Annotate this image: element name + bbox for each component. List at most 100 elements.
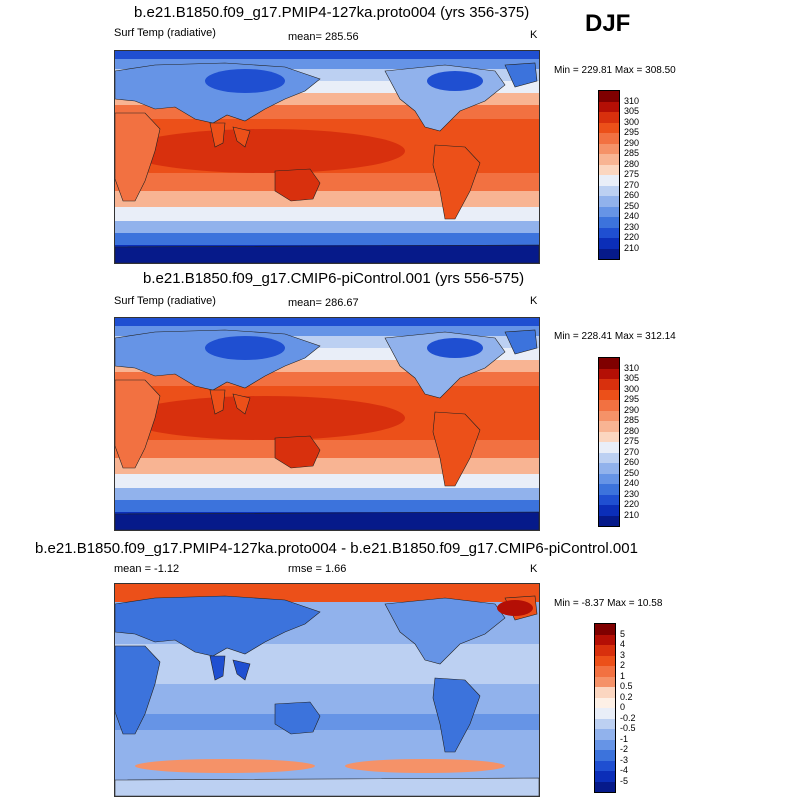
colorbar-swatch <box>599 505 619 516</box>
panel-3-units: K <box>530 563 538 575</box>
panel-3-mean: mean = -1.12 <box>114 563 180 575</box>
field-band <box>115 221 539 233</box>
colorbar-tick-label: 285 <box>624 415 640 425</box>
colorbar-swatch <box>595 708 615 719</box>
colorbar-tick-label: 0.2 <box>620 691 633 702</box>
colorbar-tick-label: 305 <box>624 106 640 116</box>
colorbar-tick-label: -4 <box>620 765 629 775</box>
tropical-band <box>115 644 539 684</box>
panel-3-minmax: Min = -8.37 Max = 10.58 <box>554 598 663 609</box>
field-band <box>115 59 539 69</box>
colorbar-tick-label: 0.5 <box>620 681 633 691</box>
colorbar-tick-label: 260 <box>624 457 640 467</box>
colorbar-tick-label: -5 <box>620 775 629 786</box>
colorbar-swatch <box>599 122 619 133</box>
panel-2-variable: Surf Temp (radiative) <box>114 295 216 307</box>
season-label: DJF <box>585 10 631 37</box>
colorbar-swatch <box>595 655 615 666</box>
colorbar-tick-label: 0 <box>620 702 626 712</box>
continent <box>384 597 506 665</box>
colorbar-swatch <box>599 227 619 238</box>
colorbar-swatch <box>595 760 615 771</box>
colorbar-swatch <box>595 634 615 645</box>
panel-3-colorbar <box>594 623 616 793</box>
colorbar-tick-label: 260 <box>624 190 640 200</box>
hudson-warming <box>497 600 533 616</box>
cold-patch <box>427 71 483 91</box>
colorbar-swatch <box>599 248 619 259</box>
colorbar-swatch <box>595 624 615 635</box>
colorbar-swatch <box>599 196 619 207</box>
colorbar-tick-label: 5 <box>620 628 626 639</box>
colorbar-tick-label: 1 <box>620 670 626 681</box>
panel-3-rmse: rmse = 1.66 <box>288 563 347 575</box>
continent <box>115 777 539 796</box>
colorbar-swatch <box>599 400 619 411</box>
colorbar-tick-label: 295 <box>624 394 640 404</box>
colorbar-tick-label: 220 <box>624 499 640 509</box>
colorbar-swatch <box>599 410 619 421</box>
panel-1-minmax: Min = 229.81 Max = 308.50 <box>554 65 676 76</box>
colorbar-swatch <box>595 781 615 792</box>
panel-1-map <box>114 50 540 264</box>
colorbar-swatch <box>595 676 615 687</box>
continent <box>274 435 321 469</box>
colorbar-swatch <box>595 687 615 698</box>
colorbar-tick-label: 290 <box>624 137 640 148</box>
panel-3-map <box>114 583 540 797</box>
colorbar-tick-label: 4 <box>620 639 626 649</box>
field-band <box>115 474 539 488</box>
field-band <box>115 207 539 221</box>
colorbar-tick-label: 295 <box>624 127 640 137</box>
panel-1-mean: mean= 285.56 <box>288 31 359 43</box>
continent <box>209 122 251 148</box>
colorbar-swatch <box>599 431 619 442</box>
colorbar-swatch <box>599 484 619 495</box>
colorbar-swatch <box>599 463 619 474</box>
cold-patch <box>205 69 285 93</box>
colorbar-tick-label: 230 <box>624 221 640 232</box>
colorbar-tick-label: 275 <box>624 436 640 446</box>
colorbar-swatch <box>595 729 615 740</box>
colorbar-tick-label: 240 <box>624 211 640 221</box>
colorbar-swatch <box>599 91 619 102</box>
colorbar-swatch <box>599 185 619 196</box>
panel-2-mean: mean= 286.67 <box>288 297 359 309</box>
field-band <box>115 488 539 500</box>
field-band <box>115 173 539 191</box>
panel-1-variable: Surf Temp (radiative) <box>114 27 216 39</box>
colorbar-swatch <box>599 143 619 154</box>
colorbar-swatch <box>599 112 619 123</box>
midlat-band <box>115 714 539 730</box>
panel-3-title: b.e21.B1850.f09_g17.PMIP4-127ka.proto004… <box>35 540 638 557</box>
colorbar-tick-label: -0.5 <box>620 723 636 733</box>
colorbar-swatch <box>599 515 619 526</box>
continent <box>115 595 321 657</box>
colorbar-tick-label: 210 <box>624 242 640 253</box>
colorbar-tick-label: 310 <box>624 362 640 373</box>
colorbar-swatch <box>599 164 619 175</box>
warm-pool <box>125 129 405 173</box>
panel-2-colorbar <box>598 357 620 527</box>
southern-ocean-warm <box>135 759 315 773</box>
continent <box>115 645 161 735</box>
colorbar-swatch <box>599 389 619 400</box>
continent <box>209 655 251 681</box>
continent <box>115 511 539 530</box>
colorbar-swatch <box>599 473 619 484</box>
cold-patch <box>205 336 285 360</box>
colorbar-tick-label: 285 <box>624 148 640 158</box>
panel-2-minmax: Min = 228.41 Max = 312.14 <box>554 331 676 342</box>
colorbar-swatch <box>599 133 619 144</box>
continent <box>274 168 321 202</box>
colorbar-swatch <box>599 101 619 112</box>
continent <box>274 701 321 735</box>
colorbar-tick-label: 250 <box>624 467 640 478</box>
panel-2-title: b.e21.B1850.f09_g17.CMIP6-piControl.001 … <box>143 270 525 287</box>
panel-1-colorbar <box>598 90 620 260</box>
continent <box>432 677 481 753</box>
colorbar-swatch <box>599 358 619 369</box>
colorbar-swatch <box>595 697 615 708</box>
field-band <box>115 191 539 207</box>
continent <box>209 389 251 415</box>
